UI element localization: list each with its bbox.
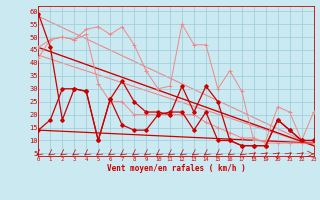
- X-axis label: Vent moyen/en rafales ( km/h ): Vent moyen/en rafales ( km/h ): [107, 164, 245, 173]
